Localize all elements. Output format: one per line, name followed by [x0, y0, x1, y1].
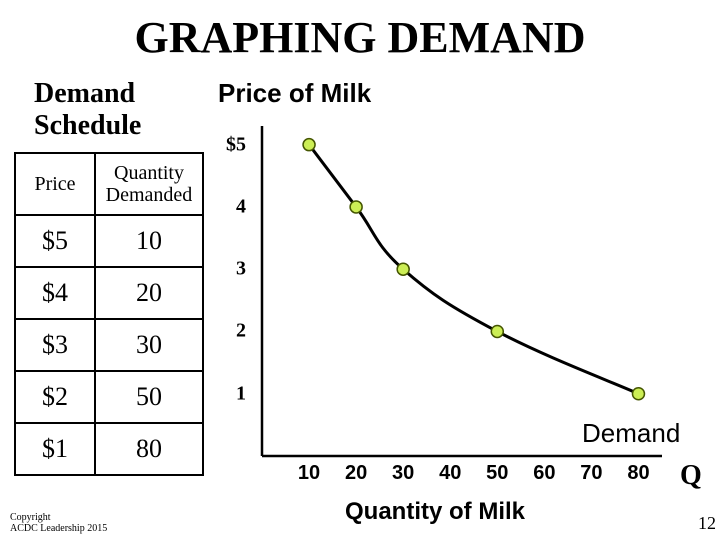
table-row: $420 [15, 267, 203, 319]
cell-price: $3 [15, 319, 95, 371]
y-tick-label: 4 [236, 195, 246, 218]
col-qty-header-l1: Quantity [114, 162, 184, 184]
data-point [491, 325, 503, 337]
col-qty-header-l2: Demanded [106, 184, 193, 206]
col-qty-header: Quantity Demanded [95, 153, 203, 215]
data-point [397, 263, 409, 275]
data-point [632, 388, 644, 400]
x-tick-label: 20 [345, 462, 367, 485]
table-row: $180 [15, 423, 203, 475]
cell-price: $5 [15, 215, 95, 267]
page-title: GRAPHING DEMAND [0, 0, 720, 63]
demand-table: Price Quantity Demanded $510$420$330$250… [14, 152, 204, 476]
schedule-heading-l1: Demand [34, 78, 135, 109]
copyright-l1: Copyright [10, 512, 51, 523]
data-point [350, 201, 362, 213]
x-tick-label: 40 [439, 462, 461, 485]
cell-qty: 30 [95, 319, 203, 371]
table-row: $330 [15, 319, 203, 371]
table-row: $250 [15, 371, 203, 423]
copyright: Copyright ACDC Leadership 2015 [10, 512, 107, 534]
cell-qty: 20 [95, 267, 203, 319]
y-tick-label: 3 [236, 258, 246, 281]
x-tick-label: 70 [580, 462, 602, 485]
schedule-heading-l2: Schedule [34, 110, 141, 141]
cell-price: $2 [15, 371, 95, 423]
y-tick-label: $5 [226, 133, 246, 156]
chart-title: Price of Milk [218, 78, 371, 109]
x-tick-label: 30 [392, 462, 414, 485]
schedule-heading: Demand Schedule [34, 78, 141, 142]
y-tick-label: 1 [236, 382, 246, 405]
q-label: Q [680, 460, 702, 492]
curve-label: Demand [582, 418, 680, 449]
cell-qty: 50 [95, 371, 203, 423]
demand-curve [309, 145, 638, 394]
x-tick-label: 10 [298, 462, 320, 485]
cell-price: $1 [15, 423, 95, 475]
col-price-header: Price [15, 153, 95, 215]
x-tick-label: 60 [533, 462, 555, 485]
y-tick-label: 2 [236, 320, 246, 343]
table-row: $510 [15, 215, 203, 267]
data-point [303, 139, 315, 151]
cell-qty: 10 [95, 215, 203, 267]
x-axis-label: Quantity of Milk [345, 498, 525, 526]
cell-price: $4 [15, 267, 95, 319]
x-tick-label: 50 [486, 462, 508, 485]
cell-qty: 80 [95, 423, 203, 475]
copyright-l2: ACDC Leadership 2015 [10, 523, 107, 534]
x-tick-label: 80 [627, 462, 649, 485]
page-number: 12 [698, 513, 716, 534]
